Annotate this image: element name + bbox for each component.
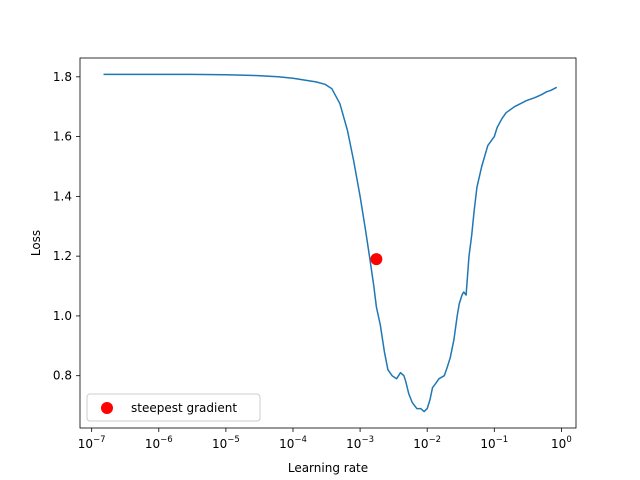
legend: steepest gradient [86,393,261,422]
x-tick-label: 10−4 [279,435,307,451]
y-tick-label: 1.6 [53,130,72,144]
x-tick-label: 10−6 [145,435,173,451]
legend-label: steepest gradient [131,401,237,415]
legend-marker [101,402,113,414]
legend-box [86,393,261,422]
loss-curve [103,73,558,413]
y-axis-ticks: 0.8 1.0 1.2 1.4 1.6 1.8 [53,70,80,383]
x-tick-label: 10−3 [346,435,374,451]
x-tick-label: 10−5 [212,435,240,451]
y-axis-label: Loss [29,230,43,256]
x-axis-label: Learning rate [288,461,368,475]
steepest-gradient-marker [370,253,383,266]
axes-frame [79,57,577,429]
y-tick-label: 1.4 [53,189,72,203]
x-tick-label: 100 [551,435,572,451]
x-axis-ticks: 10−7 10−6 10−5 10−4 10−3 10−2 10−1 100 [78,428,572,451]
y-tick-label: 1.0 [53,309,72,323]
x-tick-label: 10−2 [413,435,441,451]
x-tick-label: 10−1 [480,435,508,451]
x-tick-label: 10−7 [78,435,106,451]
y-tick-label: 1.2 [53,249,72,263]
y-tick-label: 0.8 [53,369,72,383]
plot-area [80,58,576,428]
y-tick-label: 1.8 [53,70,72,84]
